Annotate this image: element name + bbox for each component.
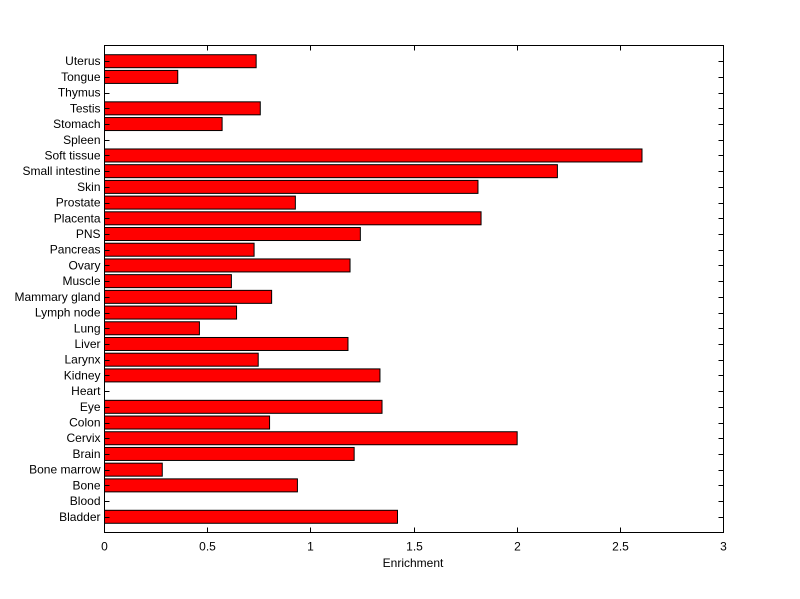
bar-stomach — [104, 117, 223, 132]
x-tick-label: 0 — [101, 540, 108, 554]
y-tick-label: Skin — [77, 180, 100, 194]
bar-soft-tissue — [104, 148, 643, 163]
y-tick-label: Bone marrow — [29, 463, 101, 477]
y-tick-label: Kidney — [64, 368, 101, 382]
y-tick-label: Lung — [74, 321, 101, 335]
y-tick-label: Testis — [70, 101, 101, 115]
y-tick-label: Brain — [72, 447, 100, 461]
bar-prostate — [104, 195, 296, 210]
bar-mammary-gland — [104, 289, 273, 304]
bar-skin — [104, 179, 479, 194]
y-tick-label: Placenta — [54, 211, 101, 225]
y-tick-label: Spleen — [63, 133, 100, 147]
y-tick-label: Heart — [71, 384, 101, 398]
y-tick-label: Blood — [70, 494, 101, 508]
bar-brain — [104, 446, 355, 461]
bar-pancreas — [104, 242, 255, 257]
y-tick-label: Uterus — [65, 54, 100, 68]
y-tick-label: Ovary — [68, 258, 100, 272]
y-tick-label: Muscle — [62, 274, 100, 288]
y-tick-label: Mammary gland — [14, 290, 100, 304]
bar-small-intestine — [104, 164, 558, 179]
bar-uterus — [104, 54, 257, 69]
y-tick-label: Soft tissue — [44, 148, 100, 162]
x-tick-label: 1 — [307, 540, 314, 554]
y-tick-label: Larynx — [64, 353, 100, 367]
y-tick-label: Liver — [74, 337, 100, 351]
x-tick-label: 0.5 — [199, 540, 216, 554]
bar-liver — [104, 336, 349, 351]
bar-ovary — [104, 258, 351, 273]
bar-lymph-node — [104, 305, 238, 320]
x-tick-label: 3 — [720, 540, 727, 554]
bar-lung — [104, 321, 200, 336]
y-tick-label: Bone — [72, 478, 100, 492]
y-tick-label: Stomach — [53, 117, 100, 131]
y-tick-label: Colon — [69, 416, 100, 430]
bar-bone-marrow — [104, 462, 163, 477]
y-tick-label: Thymus — [58, 86, 101, 100]
y-tick-label: Prostate — [56, 196, 101, 210]
bar-kidney — [104, 368, 381, 383]
bar-cervix — [104, 431, 518, 446]
bar-testis — [104, 101, 261, 116]
x-tick-label: 1.5 — [406, 540, 423, 554]
y-tick-label: Lymph node — [35, 306, 101, 320]
bar-muscle — [104, 274, 232, 289]
bar-placenta — [104, 211, 482, 226]
bars — [104, 54, 643, 524]
y-tick-label: Bladder — [59, 510, 100, 524]
x-axis-label: Enrichment — [383, 556, 444, 570]
x-tick-label: 2.5 — [612, 540, 629, 554]
y-tick-label: PNS — [76, 227, 101, 241]
bar-pns — [104, 227, 361, 242]
bar-colon — [104, 415, 271, 430]
bar-bladder — [104, 509, 398, 524]
y-tick-label: Eye — [80, 400, 101, 414]
y-tick-label: Small intestine — [22, 164, 100, 178]
y-tick-label: Tongue — [61, 70, 101, 84]
bar-larynx — [104, 352, 259, 367]
y-tick-label: Cervix — [66, 431, 100, 445]
bar-eye — [104, 399, 383, 414]
bar-bone — [104, 478, 298, 493]
y-tick-label: Pancreas — [50, 243, 101, 257]
x-tick-label: 2 — [514, 540, 521, 554]
bar-tongue — [104, 69, 179, 84]
